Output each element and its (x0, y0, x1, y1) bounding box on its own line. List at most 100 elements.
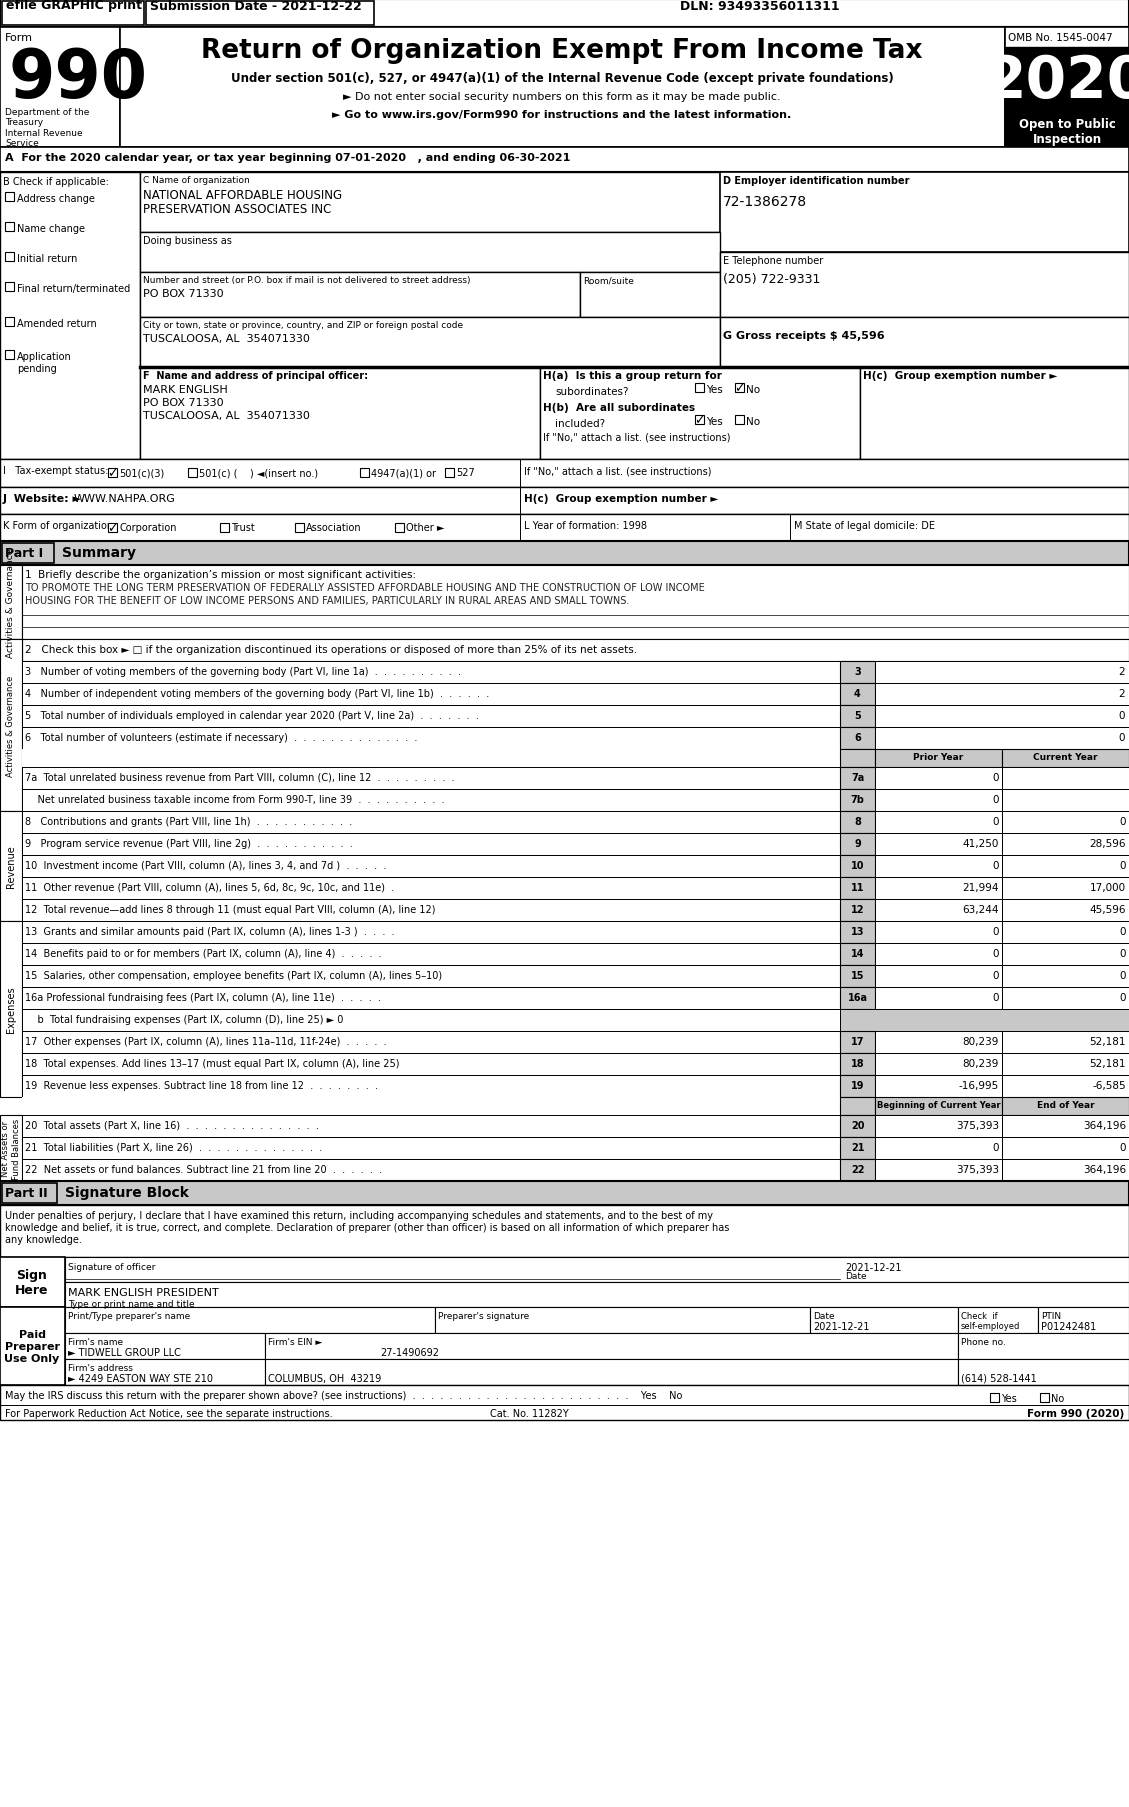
Bar (840, 1137, 875, 1160)
Bar (875, 1032, 1003, 1053)
Bar (21, 728, 840, 750)
Bar (5, 193, 14, 202)
Bar (840, 900, 875, 922)
Bar (21, 922, 840, 943)
Bar (21, 768, 840, 790)
Text: DLN: 93493356011311: DLN: 93493356011311 (680, 0, 840, 13)
Bar (1003, 855, 1129, 878)
Text: 63,244: 63,244 (963, 905, 999, 914)
Bar (21, 1097, 840, 1115)
Bar (1040, 1393, 1049, 1402)
Bar (21, 965, 840, 987)
Bar (0, 27, 1129, 148)
Text: 10  Investment income (Part VIII, column (A), lines 3, 4, and 7d )  .  .  .  .  : 10 Investment income (Part VIII, column … (25, 860, 386, 871)
Text: A  For the 2020 calendar year, or tax year beginning 07-01-2020   , and ending 0: A For the 2020 calendar year, or tax yea… (5, 154, 570, 163)
Bar (5, 222, 14, 231)
Bar (146, 2, 374, 25)
Bar (1005, 49, 1129, 112)
Text: Firm's address: Firm's address (68, 1362, 133, 1372)
Text: 0: 0 (1120, 970, 1126, 981)
Text: H(b)  Are all subordinates: H(b) Are all subordinates (543, 403, 695, 412)
Text: 6   Total number of volunteers (estimate if necessary)  .  .  .  .  .  .  .  .  : 6 Total number of volunteers (estimate i… (25, 732, 418, 743)
Text: 8   Contributions and grants (Part VIII, line 1h)  .  .  .  .  .  .  .  .  .  . : 8 Contributions and grants (Part VIII, l… (25, 817, 352, 826)
Text: H(c)  Group exemption number ►: H(c) Group exemption number ► (524, 493, 718, 504)
Text: Net Assets or
Fund Balances: Net Assets or Fund Balances (1, 1119, 20, 1178)
Bar (990, 1393, 999, 1402)
Bar (875, 1097, 1003, 1115)
Text: D Employer identification number: D Employer identification number (723, 175, 910, 186)
Text: No: No (746, 417, 760, 426)
Bar (65, 1359, 265, 1386)
Text: 19  Revenue less expenses. Subtract line 18 from line 12  .  .  .  .  .  .  .  .: 19 Revenue less expenses. Subtract line … (25, 1081, 378, 1090)
Bar (695, 416, 704, 425)
Text: K Form of organization:: K Form of organization: (3, 520, 116, 531)
Bar (0, 1182, 1129, 1205)
Text: H(a)  Is this a group return for: H(a) Is this a group return for (543, 370, 721, 381)
Text: M State of legal domicile: DE: M State of legal domicile: DE (794, 520, 935, 531)
Text: 9   Program service revenue (Part VIII, line 2g)  .  .  .  .  .  .  .  .  .  .  : 9 Program service revenue (Part VIII, li… (25, 838, 352, 849)
Text: Print/Type preparer's name: Print/Type preparer's name (68, 1312, 191, 1321)
Bar (0, 0, 1129, 27)
Bar (959, 1359, 1129, 1386)
Text: 0: 0 (992, 1142, 999, 1153)
Text: H(c)  Group exemption number ►: H(c) Group exemption number ► (863, 370, 1058, 381)
Text: 0: 0 (1120, 1142, 1126, 1153)
Text: WWW.NAHPA.ORG: WWW.NAHPA.ORG (75, 493, 176, 504)
Text: Submission Date - 2021-12-22: Submission Date - 2021-12-22 (150, 0, 361, 13)
Bar (65, 1306, 435, 1334)
Bar (720, 173, 1129, 253)
Bar (840, 1115, 875, 1137)
Text: 21  Total liabilities (Part X, line 26)  .  .  .  .  .  .  .  .  .  .  .  .  .  : 21 Total liabilities (Part X, line 26) .… (25, 1142, 322, 1153)
Text: Phone no.: Phone no. (961, 1337, 1006, 1346)
Bar (875, 705, 1129, 728)
Bar (840, 683, 875, 705)
Text: HOUSING FOR THE BENEFIT OF LOW INCOME PERSONS AND FAMILIES, PARTICULARLY IN RURA: HOUSING FOR THE BENEFIT OF LOW INCOME PE… (25, 596, 629, 605)
Text: COLUMBUS, OH  43219: COLUMBUS, OH 43219 (268, 1373, 382, 1382)
Text: 15: 15 (851, 970, 865, 981)
Text: 0: 0 (1119, 710, 1124, 721)
Text: 375,393: 375,393 (956, 1164, 999, 1175)
Text: Date: Date (813, 1312, 834, 1321)
Text: 501(c) (    ) ◄(insert no.): 501(c) ( ) ◄(insert no.) (199, 468, 318, 477)
Text: 14  Benefits paid to or for members (Part IX, column (A), line 4)  .  .  .  .  .: 14 Benefits paid to or for members (Part… (25, 949, 382, 958)
Text: TUSCALOOSA, AL  354071330: TUSCALOOSA, AL 354071330 (143, 410, 309, 421)
Text: 5   Total number of individuals employed in calendar year 2020 (Part V, line 2a): 5 Total number of individuals employed i… (25, 710, 479, 721)
Text: 17,000: 17,000 (1089, 882, 1126, 893)
Bar (21, 943, 840, 965)
Text: Under section 501(c), 527, or 4947(a)(1) of the Internal Revenue Code (except pr: Under section 501(c), 527, or 4947(a)(1)… (230, 72, 893, 85)
Text: 8: 8 (854, 817, 861, 826)
Text: 20  Total assets (Part X, line 16)  .  .  .  .  .  .  .  .  .  .  .  .  .  .  .: 20 Total assets (Part X, line 16) . . . … (25, 1120, 318, 1131)
Text: 0: 0 (1120, 860, 1126, 871)
Text: Current Year: Current Year (1033, 752, 1097, 761)
Text: 52,181: 52,181 (1089, 1037, 1126, 1046)
Text: Trust: Trust (231, 522, 255, 533)
Bar (1005, 112, 1129, 148)
Bar (21, 1137, 840, 1160)
Bar (265, 1334, 959, 1359)
Text: 15  Salaries, other compensation, employee benefits (Part IX, column (A), lines : 15 Salaries, other compensation, employe… (25, 970, 443, 981)
Bar (875, 1137, 1003, 1160)
Text: Prior Year: Prior Year (913, 752, 964, 761)
Bar (21, 1032, 840, 1053)
Bar (21, 790, 840, 811)
Bar (875, 683, 1129, 705)
Bar (140, 318, 720, 369)
Bar (21, 1053, 840, 1075)
Text: 12  Total revenue—add lines 8 through 11 (must equal Part VIII, column (A), line: 12 Total revenue—add lines 8 through 11 … (25, 905, 436, 914)
Bar (1003, 878, 1129, 900)
Text: 16a Professional fundraising fees (Part IX, column (A), line 11e)  .  .  .  .  .: 16a Professional fundraising fees (Part … (25, 992, 380, 1003)
Bar (108, 468, 117, 477)
Text: Yes: Yes (1001, 1393, 1017, 1404)
Text: 501(c)(3): 501(c)(3) (119, 468, 164, 477)
Text: Expenses: Expenses (6, 987, 16, 1034)
Text: Number and street (or P.O. box if mail is not delivered to street address): Number and street (or P.O. box if mail i… (143, 276, 471, 286)
Bar (21, 811, 840, 833)
Bar (875, 878, 1003, 900)
Bar (875, 965, 1003, 987)
Bar (140, 273, 580, 318)
Text: 17  Other expenses (Part IX, column (A), lines 11a–11d, 11f-24e)  .  .  .  .  .: 17 Other expenses (Part IX, column (A), … (25, 1037, 386, 1046)
Text: 2021-12-21: 2021-12-21 (844, 1263, 901, 1272)
Bar (21, 1075, 840, 1097)
Text: Net unrelated business taxable income from Form 990-T, line 39  .  .  .  .  .  .: Net unrelated business taxable income fr… (25, 795, 445, 804)
Text: ► TIDWELL GROUP LLC: ► TIDWELL GROUP LLC (68, 1348, 181, 1357)
